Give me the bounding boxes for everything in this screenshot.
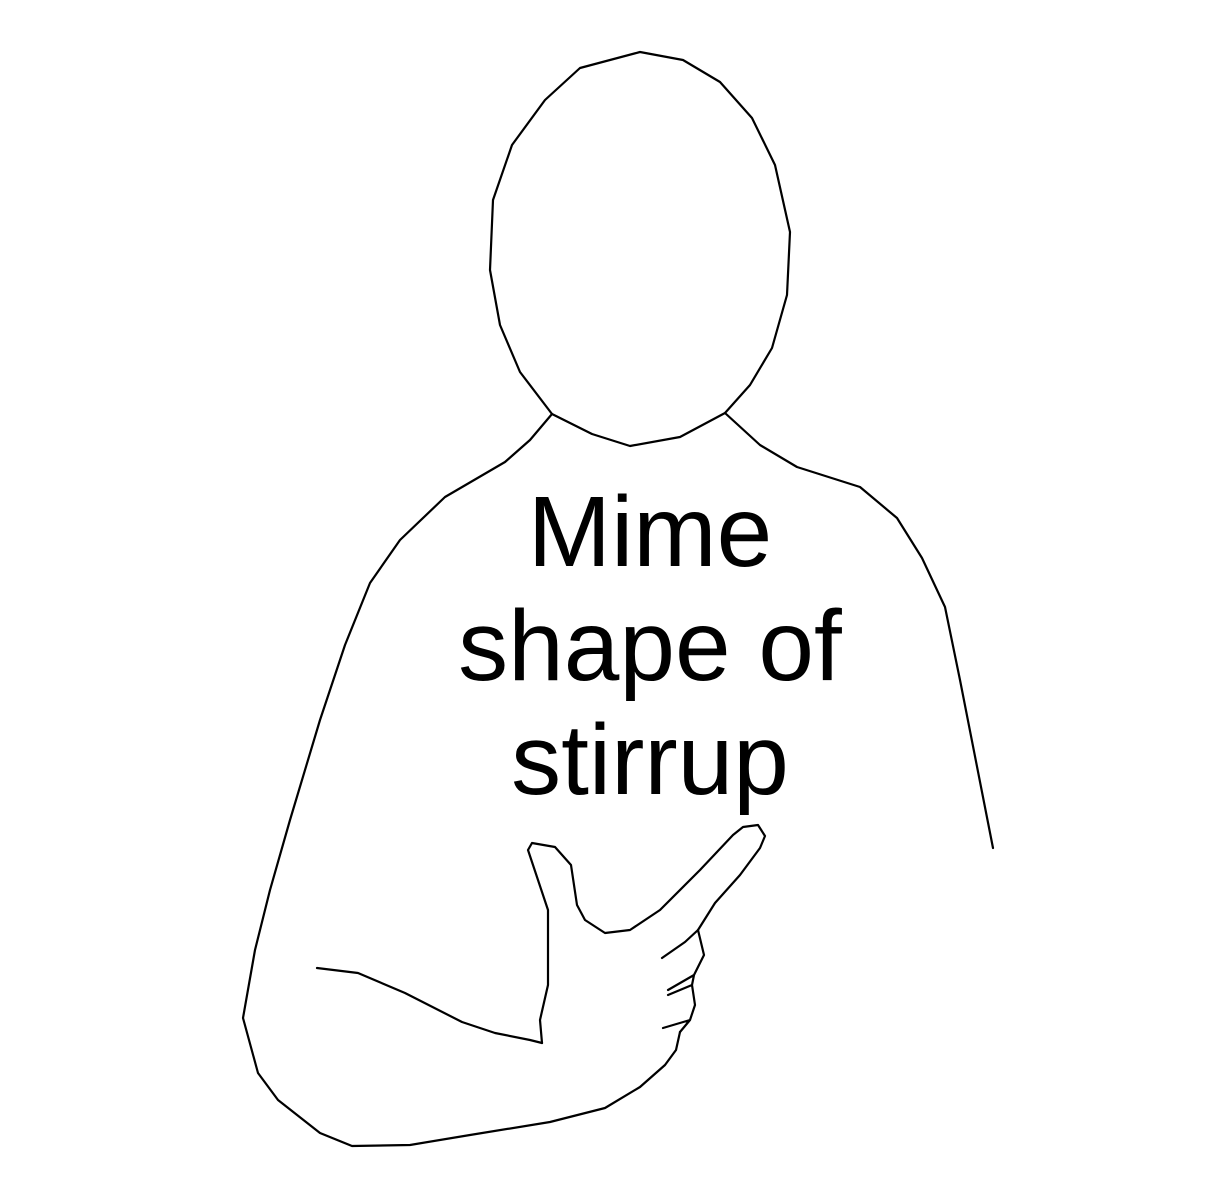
caption-line-3: stirrup [511,704,789,816]
fingers-outline [660,928,706,1034]
caption-line-2: shape of [458,590,842,702]
head-outline [488,50,792,448]
right-shoulder-outline [723,411,995,850]
left-body-outline [241,412,682,1148]
caption-line-1: Mime [528,476,772,588]
forearm-outline [315,966,544,1045]
hand-thumb-outline [526,823,767,1045]
